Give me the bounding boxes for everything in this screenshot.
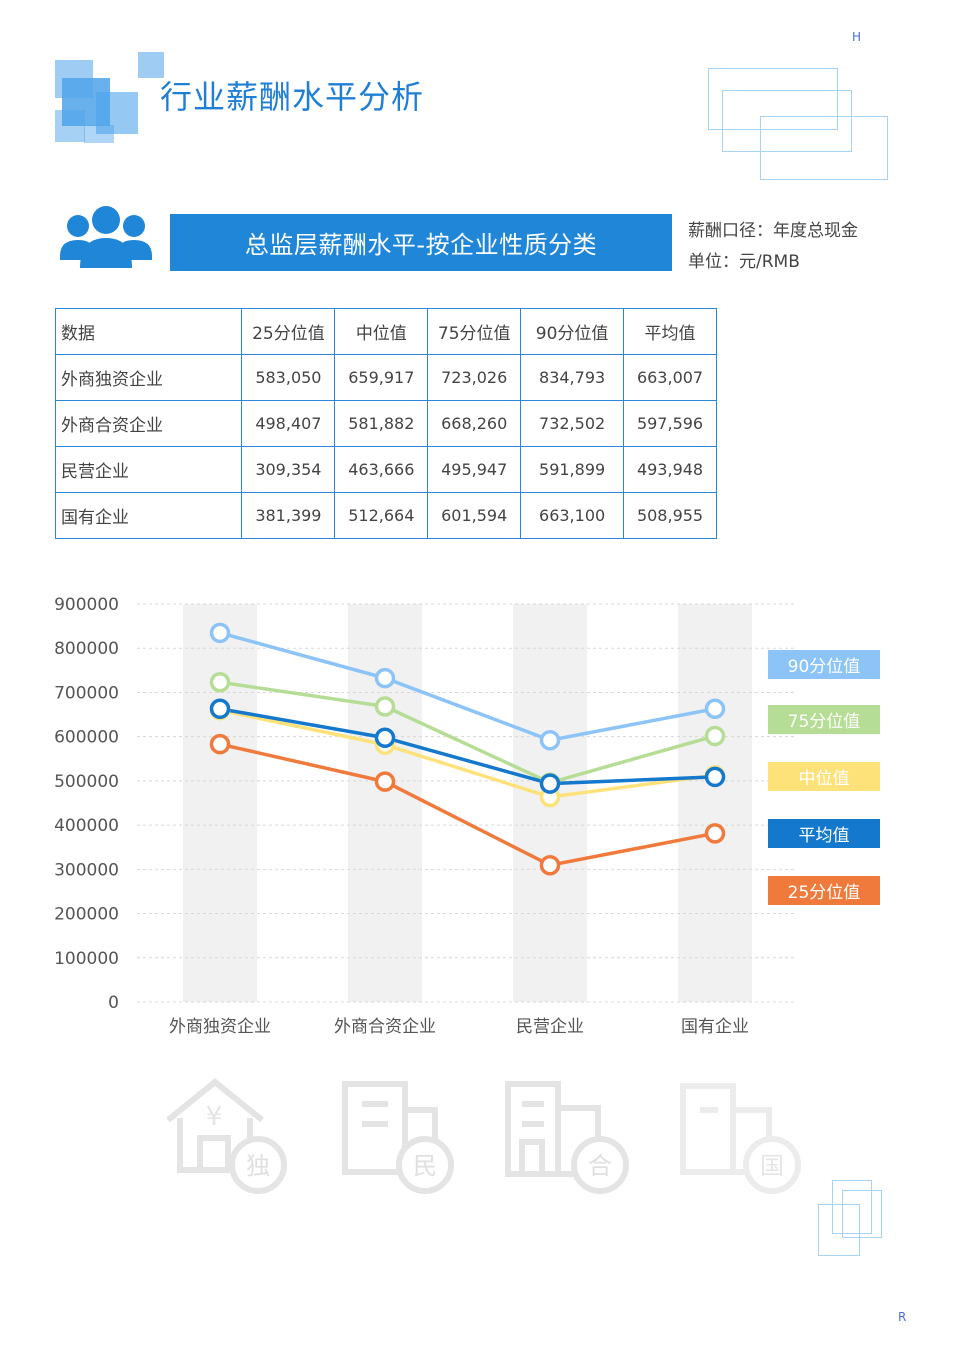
table-cell: 601,594 [427, 492, 522, 539]
table-cell: 597,596 [623, 400, 717, 447]
table-row: 外商独资企业 583,050 659,917 723,026 834,793 6… [54, 354, 717, 401]
unit-note: 单位：元/RMB [688, 252, 800, 272]
table-cell: 495,947 [427, 446, 522, 493]
table-cell: 508,955 [623, 492, 717, 539]
category-band [183, 604, 257, 1002]
table-header-cell: 中位值 [334, 308, 429, 355]
table-cell: 493,948 [623, 446, 717, 493]
y-tick-label: 500000 [54, 772, 119, 792]
table-row: 外商合资企业 498,407 581,882 668,260 732,502 5… [54, 400, 717, 447]
x-tick-label: 外商合资企业 [334, 1017, 436, 1037]
x-tick-label: 外商独资企业 [169, 1017, 271, 1037]
table-header-cell: 25分位值 [241, 308, 336, 355]
y-tick-label: 300000 [54, 860, 119, 880]
data-point [209, 622, 231, 644]
data-point [209, 672, 231, 693]
table-cell: 581,882 [334, 400, 429, 447]
table-cell: 498,407 [241, 400, 336, 447]
data-point [209, 698, 231, 720]
corner-marker-bottom: R [898, 1310, 907, 1324]
table-cell: 国有企业 [54, 492, 243, 539]
table-cell: 591,899 [520, 446, 625, 493]
corner-marker-top: H [852, 30, 862, 44]
table-cell: 663,100 [520, 492, 625, 539]
series-line [219, 707, 716, 786]
icon-badge-text: 国 [760, 1152, 784, 1180]
table-cell: 583,050 [241, 354, 336, 401]
table-cell: 663,007 [623, 354, 717, 401]
y-tick-label: 400000 [54, 816, 119, 836]
table-cell: 民营企业 [54, 446, 243, 493]
table-header-cell: 数据 [54, 308, 243, 355]
category-band [348, 604, 422, 1002]
svg-text:¥: ¥ [206, 1102, 223, 1132]
table-cell: 659,917 [334, 354, 429, 401]
bottom-icons: ¥ 独 民 合 国 [166, 1078, 801, 1194]
table-header-row: 数据 25分位值 中位值 75分位值 90分位值 平均值 [54, 308, 717, 355]
table-header-cell: 75分位值 [427, 308, 522, 355]
legend-item-average: 平均值 [768, 819, 880, 848]
salary-table: 数据 25分位值 中位值 75分位值 90分位值 平均值 外商独资企业 583,… [54, 308, 717, 539]
y-tick-label: 200000 [54, 905, 119, 925]
legend-item-90th: 90分位值 [768, 650, 880, 679]
series-line [219, 631, 716, 743]
table-header-cell: 平均值 [623, 308, 717, 355]
x-tick-label: 国有企业 [681, 1017, 749, 1037]
y-tick-label: 100000 [54, 949, 119, 969]
data-point [704, 823, 726, 844]
data-point [704, 698, 726, 720]
y-tick-label: 700000 [54, 683, 119, 703]
x-tick-label: 民营企业 [516, 1017, 584, 1037]
data-point [374, 696, 396, 717]
y-tick-label: 900000 [54, 595, 119, 615]
table-cell: 381,399 [241, 492, 336, 539]
table-cell: 外商独资企业 [54, 354, 243, 401]
line-chart: 0 100000 200000 300000 400000 500000 600000 700… [54, 595, 797, 1037]
data-point [539, 854, 561, 876]
legend-item-25th: 25分位值 [768, 876, 880, 905]
table-header-cell: 90分位值 [520, 308, 625, 355]
data-point [374, 667, 396, 689]
data-point [209, 733, 231, 755]
icon-badge-text: 合 [588, 1152, 612, 1180]
y-tick-label: 600000 [54, 728, 119, 748]
y-tick-label: 800000 [54, 639, 119, 659]
data-point [704, 766, 726, 788]
legend-item-median: 中位值 [768, 762, 880, 791]
section-banner: 总监层薪酬水平-按企业性质分类 [170, 214, 672, 271]
table-cell: 309,354 [241, 446, 336, 493]
icon-badge-text: 独 [246, 1152, 270, 1180]
table-cell: 723,026 [427, 354, 522, 401]
table-cell: 732,502 [520, 400, 625, 447]
people-icon [60, 206, 152, 268]
tower-icon [680, 1083, 801, 1194]
table-cell: 外商合资企业 [54, 400, 243, 447]
y-tick-label: 0 [108, 993, 119, 1013]
table-row: 国有企业 381,399 512,664 601,594 663,100 508… [54, 492, 717, 539]
table-row: 民营企业 309,354 463,666 495,947 591,899 493… [54, 446, 717, 493]
series-line [219, 742, 716, 868]
data-point [539, 773, 561, 794]
page-title: 行业薪酬水平分析 [160, 78, 425, 116]
data-point [374, 727, 396, 748]
legend-item-75th: 75分位值 [768, 705, 880, 734]
table-cell: 668,260 [427, 400, 522, 447]
data-point [539, 729, 561, 751]
data-point [374, 771, 396, 792]
icon-badge-text: 民 [413, 1152, 437, 1180]
salary-basis-note: 薪酬口径：年度总现金 [688, 221, 858, 241]
table-cell: 512,664 [334, 492, 429, 539]
table-cell: 463,666 [334, 446, 429, 493]
table-cell: 834,793 [520, 354, 625, 401]
buildings-icon [505, 1081, 629, 1194]
series-line [219, 708, 716, 799]
data-point [704, 725, 726, 747]
house-yen-icon: ¥ [166, 1078, 287, 1194]
series-line [219, 680, 716, 785]
building-icon [342, 1081, 454, 1194]
category-band [678, 604, 752, 1002]
